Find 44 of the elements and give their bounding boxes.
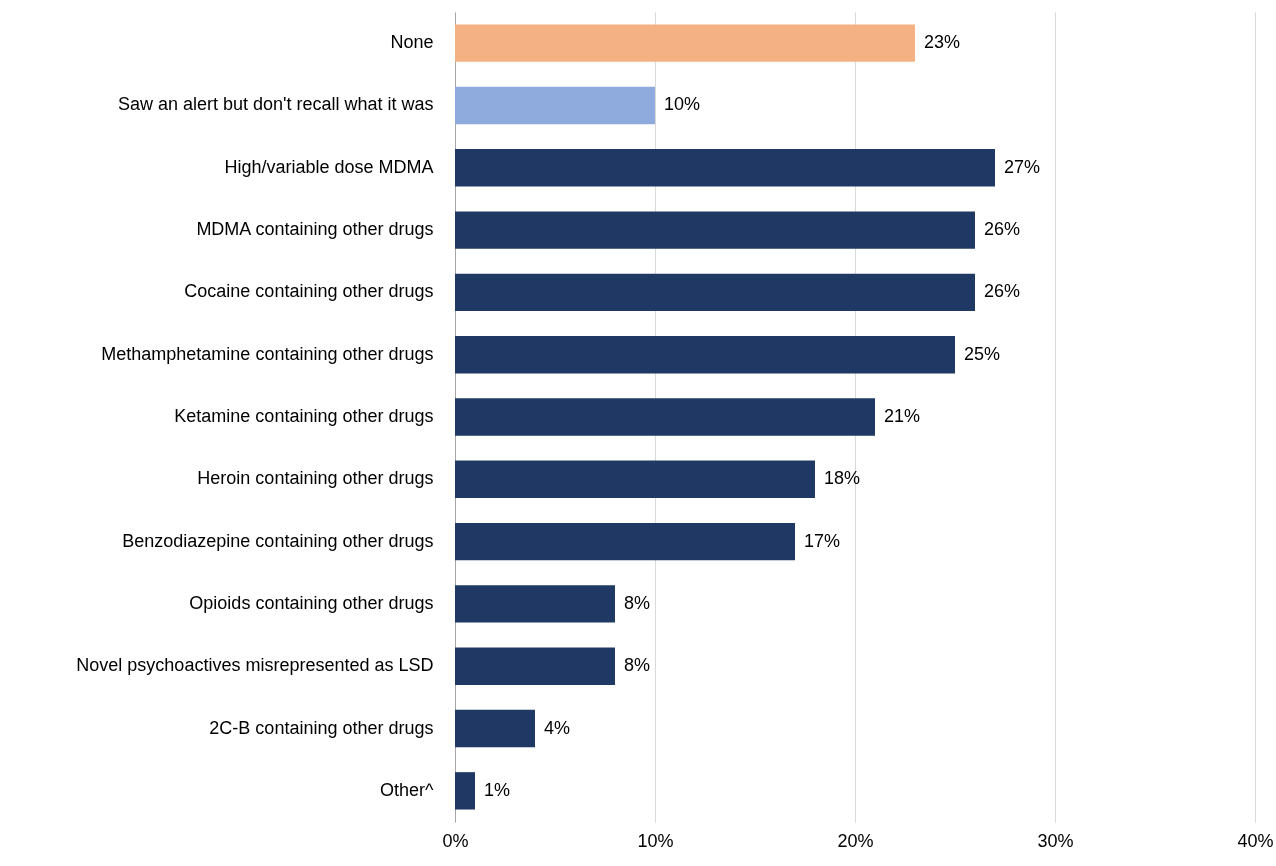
bar (455, 772, 475, 810)
y-tick-label: Benzodiazepine containing other drugs (122, 530, 434, 551)
data-label: 18% (824, 468, 861, 489)
x-tick-label: 30% (1037, 830, 1074, 851)
data-label: 26% (984, 281, 1021, 302)
y-tick-label: Ketamine containing other drugs (174, 406, 434, 426)
data-label: 21% (884, 406, 921, 426)
bar (455, 24, 915, 62)
bar (455, 86, 655, 125)
bar (455, 336, 955, 374)
y-tick-label: High/variable dose MDMA (224, 156, 434, 177)
x-tick-label: 10% (637, 830, 674, 851)
data-label: 4% (544, 717, 571, 738)
data-label: 26% (984, 219, 1021, 240)
bar (455, 709, 535, 748)
bar (455, 460, 815, 498)
bar (455, 398, 875, 436)
y-tick-label: Methamphetamine containing other drugs (101, 343, 434, 364)
data-label: 1% (484, 779, 511, 800)
y-tick-label: Heroin containing other drugs (197, 468, 434, 489)
y-tick-label: Other^ (380, 779, 435, 800)
data-label: 25% (964, 343, 1001, 364)
y-tick-label: None (390, 32, 434, 53)
bar (455, 585, 615, 623)
data-label: 10% (664, 94, 701, 115)
x-tick-label: 20% (837, 830, 874, 851)
bar (455, 211, 975, 249)
bar (455, 273, 975, 312)
y-tick-label: Opioids containing other drugs (189, 592, 434, 613)
data-label: 17% (804, 530, 841, 551)
x-tick-label: 0% (442, 830, 469, 851)
data-label: 8% (624, 592, 651, 613)
bar (455, 647, 615, 685)
y-tick-label: Novel psychoactives misrepresented as LSD (76, 655, 434, 676)
data-label: 23% (924, 32, 961, 53)
y-tick-label: 2C-B containing other drugs (209, 717, 434, 738)
data-label: 27% (1004, 156, 1041, 177)
y-tick-label: MDMA containing other drugs (196, 219, 434, 240)
bar (455, 149, 995, 187)
y-tick-label: Cocaine containing other drugs (184, 281, 434, 302)
data-label: 8% (624, 655, 651, 676)
x-tick-label: 40% (1237, 830, 1274, 851)
y-tick-label: Saw an alert but don't recall what it was (117, 94, 434, 115)
bar (455, 522, 795, 561)
